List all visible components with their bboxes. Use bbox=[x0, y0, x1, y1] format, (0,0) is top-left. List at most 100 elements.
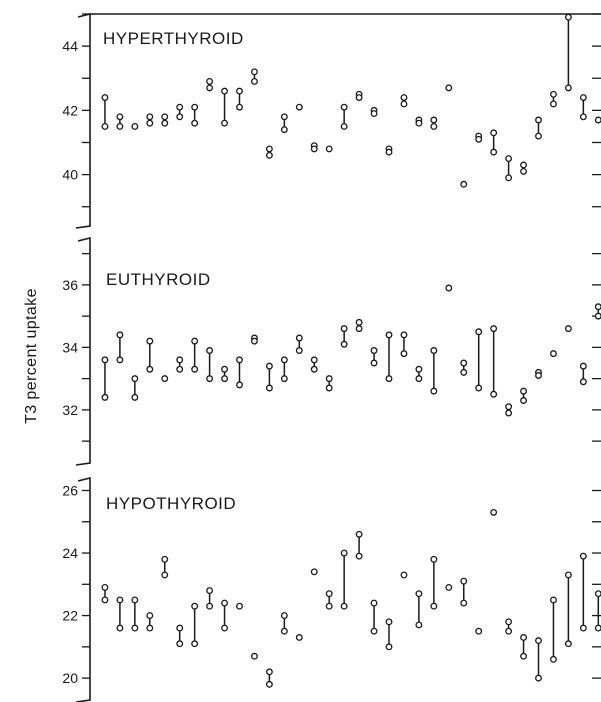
data-point-lower bbox=[460, 599, 468, 607]
data-point-lower bbox=[101, 393, 109, 401]
data-point-upper bbox=[579, 94, 587, 101]
data-pair bbox=[101, 94, 109, 130]
data-point-upper bbox=[579, 552, 587, 560]
data-point-lower bbox=[475, 384, 483, 392]
data-pair bbox=[445, 583, 453, 591]
data-pair bbox=[146, 113, 154, 127]
data-point-upper bbox=[430, 116, 438, 124]
y-axis-hypothyroid bbox=[75, 476, 91, 702]
data-point-lower bbox=[176, 640, 184, 648]
data-point-lower bbox=[176, 365, 184, 373]
data-pair bbox=[116, 113, 124, 130]
data-pair bbox=[400, 331, 408, 358]
data-pair bbox=[415, 590, 423, 629]
data-pair bbox=[280, 612, 288, 635]
data-point-lower bbox=[280, 627, 288, 635]
data-point-upper bbox=[564, 571, 572, 579]
data-pair bbox=[325, 590, 333, 610]
data-point-lower bbox=[535, 132, 542, 140]
data-pair bbox=[475, 627, 483, 635]
data-point-lower bbox=[325, 602, 333, 610]
data-point-upper bbox=[475, 627, 483, 635]
data-pair bbox=[280, 356, 288, 383]
y-axis-euthyroid bbox=[75, 236, 91, 466]
data-point-upper bbox=[355, 318, 363, 326]
data-pair bbox=[550, 596, 557, 663]
data-point-upper bbox=[101, 94, 109, 101]
data-point-lower bbox=[101, 596, 109, 604]
data-point-upper bbox=[325, 145, 333, 153]
data-point-lower bbox=[505, 409, 513, 417]
y-tick-label: 20 bbox=[62, 670, 78, 686]
data-point-lower bbox=[579, 113, 587, 121]
data-pair bbox=[310, 142, 318, 153]
data-point-upper bbox=[325, 375, 333, 383]
data-point-upper bbox=[460, 180, 468, 188]
y-tick-label: 44 bbox=[62, 38, 78, 54]
data-point-lower bbox=[415, 119, 423, 127]
y-tick-label: 26 bbox=[62, 483, 78, 499]
data-point-lower bbox=[236, 103, 243, 111]
data-point-lower bbox=[385, 375, 393, 383]
data-pair bbox=[101, 356, 109, 401]
data-point-upper bbox=[265, 145, 273, 153]
data-point-upper bbox=[280, 113, 288, 121]
data-point-lower bbox=[430, 122, 438, 130]
data-point-upper bbox=[415, 590, 423, 598]
data-point-upper bbox=[445, 84, 453, 92]
data-point-lower bbox=[131, 624, 139, 632]
y-axis-label: T3 percent uptake bbox=[23, 288, 40, 424]
data-point-upper bbox=[505, 618, 513, 626]
data-point-lower bbox=[400, 100, 408, 108]
data-pair bbox=[535, 368, 542, 379]
data-point-lower bbox=[340, 340, 348, 348]
data-point-upper bbox=[295, 103, 303, 111]
data-point-lower bbox=[191, 119, 199, 127]
data-pair bbox=[325, 375, 333, 392]
data-point-upper bbox=[430, 555, 438, 563]
data-point-lower bbox=[520, 397, 527, 404]
data-point-upper bbox=[370, 599, 378, 607]
data-point-lower bbox=[550, 655, 557, 663]
data-pair bbox=[355, 530, 363, 560]
data-pair bbox=[460, 180, 468, 188]
data-pair bbox=[550, 90, 557, 108]
data-point-lower bbox=[520, 652, 527, 660]
data-point-upper bbox=[520, 387, 527, 395]
data-pair bbox=[221, 599, 228, 632]
data-point-upper bbox=[340, 549, 348, 557]
data-point-upper bbox=[146, 612, 154, 620]
data-point-upper bbox=[564, 13, 572, 21]
data-point-upper bbox=[295, 634, 303, 641]
data-pair bbox=[490, 129, 498, 156]
data-pair bbox=[385, 618, 393, 651]
data-point-upper bbox=[535, 116, 542, 124]
data-point-upper bbox=[161, 555, 169, 563]
data-point-upper bbox=[310, 568, 318, 576]
data-point-lower bbox=[325, 384, 333, 392]
data-point-lower bbox=[206, 602, 214, 610]
data-pair bbox=[176, 103, 184, 121]
data-point-lower bbox=[564, 84, 572, 92]
data-pair bbox=[265, 145, 273, 159]
data-point-lower bbox=[340, 122, 348, 130]
data-point-upper bbox=[206, 347, 214, 354]
data-point-upper bbox=[131, 375, 139, 383]
data-point-upper bbox=[340, 103, 348, 111]
data-pair bbox=[594, 116, 601, 124]
data-pair bbox=[505, 403, 513, 417]
data-point-lower bbox=[385, 148, 393, 156]
data-point-upper bbox=[101, 356, 109, 364]
data-point-upper bbox=[325, 590, 333, 598]
data-point-upper bbox=[505, 403, 513, 411]
data-pair bbox=[340, 103, 348, 130]
data-point-upper bbox=[176, 103, 184, 111]
data-point-lower bbox=[191, 365, 199, 373]
data-point-upper bbox=[340, 325, 348, 333]
data-point-upper bbox=[280, 356, 288, 364]
data-point-lower bbox=[310, 145, 318, 153]
data-point-lower bbox=[460, 368, 468, 376]
data-point-lower bbox=[400, 350, 408, 358]
panel-label-euthyroid: EUTHYROID bbox=[106, 270, 211, 289]
data-pair bbox=[550, 350, 557, 358]
